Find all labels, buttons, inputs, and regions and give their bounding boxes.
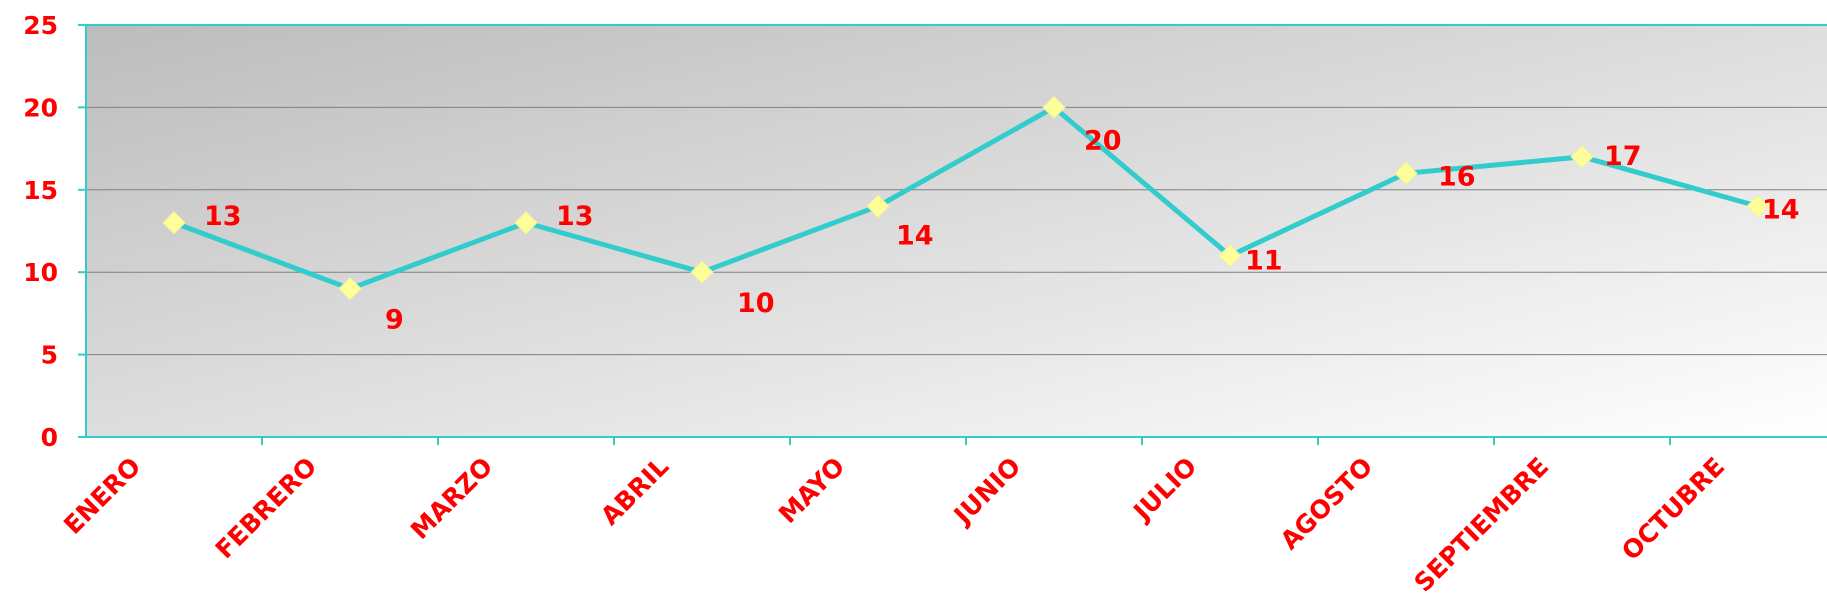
data-label: 20 — [1084, 125, 1122, 156]
data-point-marker — [1746, 194, 1770, 218]
data-label: 14 — [1762, 194, 1800, 225]
data-point-marker — [162, 211, 186, 235]
data-point-marker — [1570, 145, 1594, 169]
data-label: 9 — [385, 305, 404, 336]
x-axis-ticks: ENERO FEBRERO MARZO ABRIL MAYO JUNIO JULIO AGOS… — [58, 437, 1730, 598]
data-point-marker — [1218, 244, 1242, 268]
x-category-label: SEPTIEMBRE — [1409, 452, 1555, 598]
data-point-marker — [866, 194, 890, 218]
series-line-path — [173, 104, 1759, 292]
x-category-label: MAYO — [773, 452, 850, 529]
y-tick-label: 5 — [41, 341, 58, 370]
data-point-marker — [514, 211, 538, 235]
data-label: 16 — [1438, 161, 1476, 192]
data-label: 13 — [204, 201, 242, 232]
data-label: 14 — [896, 220, 934, 251]
data-label: 13 — [556, 201, 594, 232]
series-markers — [162, 95, 1770, 301]
data-label: 11 — [1245, 246, 1283, 277]
data-label: 17 — [1604, 141, 1642, 172]
data-point-marker — [1394, 161, 1418, 186]
y-tick-label: 20 — [23, 93, 58, 122]
data-point-marker — [690, 260, 714, 284]
data-point-marker — [338, 276, 362, 301]
y-tick-label: 10 — [23, 258, 58, 287]
series-line — [173, 104, 1759, 292]
axes — [85, 24, 1827, 438]
y-tick-label: 15 — [23, 176, 58, 205]
data-labels: 13 9 13 10 14 20 11 16 17 14 — [204, 125, 1800, 335]
data-point-marker — [1042, 95, 1066, 120]
y-axis-ticks: 0 5 10 15 20 25 — [23, 11, 86, 452]
y-tick-label: 0 — [41, 423, 58, 452]
x-category-label: FEBRERO — [210, 452, 322, 564]
y-tick-label: 25 — [23, 11, 58, 40]
x-category-label: ENERO — [58, 452, 146, 540]
x-category-label: OCTUBRE — [1616, 452, 1730, 566]
x-category-label: AGOSTO — [1275, 452, 1379, 556]
x-category-label: MARZO — [405, 452, 498, 545]
x-category-label: JUNIO — [947, 452, 1026, 531]
data-label: 10 — [737, 288, 775, 319]
x-category-label: ABRIL — [595, 452, 674, 531]
x-category-label: JULIO — [1127, 452, 1203, 528]
plot-area — [86, 25, 1827, 437]
